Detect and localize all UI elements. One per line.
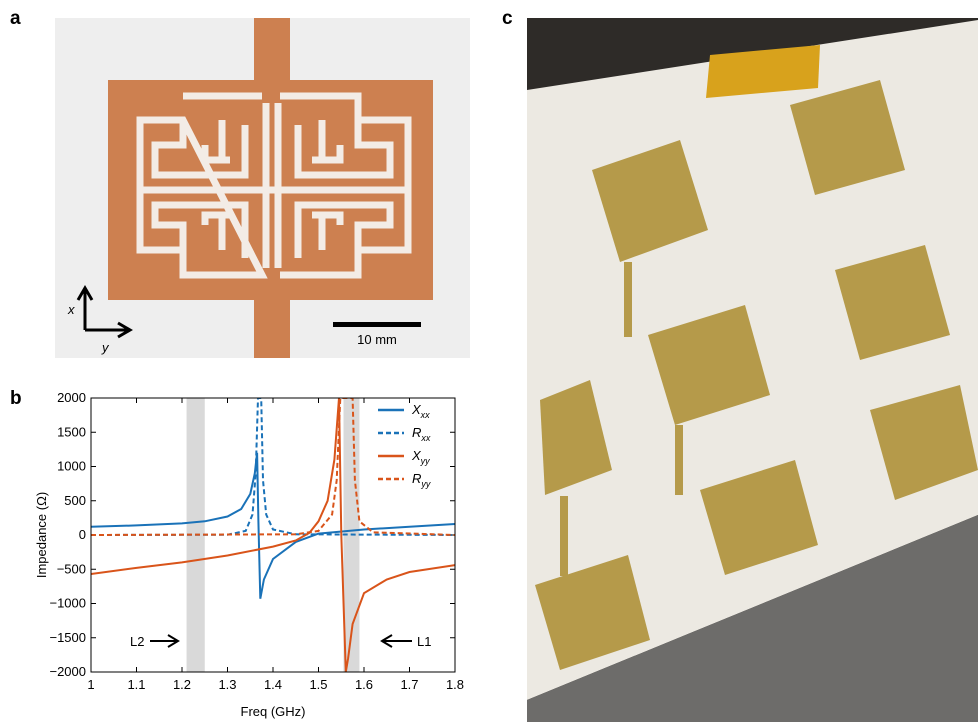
panel-label: c (502, 8, 513, 29)
scale-bar-label: 10 mm (357, 332, 397, 347)
y-tick-label: −2000 (49, 664, 86, 679)
figure: a b c x y 10 mm Impedance (Ω) Freq (GHz)… (0, 0, 978, 722)
x-tick-label: 1.4 (264, 677, 282, 692)
x-tick-label: 1 (87, 677, 94, 692)
y-tick-label: −500 (57, 561, 86, 576)
y-tick-label: −1000 (49, 596, 86, 611)
x-tick-label: 1.2 (173, 677, 191, 692)
annotation: L1 (417, 634, 431, 649)
y-tick-label: 0 (79, 527, 86, 542)
legend-subscript: xx (420, 433, 431, 443)
line (91, 398, 455, 535)
antenna-drawing (55, 18, 470, 358)
legend-label: Xyy (411, 448, 430, 466)
x-tick-label: 1.7 (400, 677, 418, 692)
x-tick-label: 1.1 (127, 677, 145, 692)
x-tick-label: 1.8 (446, 677, 464, 692)
x-tick-label: 1.3 (218, 677, 236, 692)
photo (527, 18, 978, 722)
y-tick-label: 500 (64, 493, 86, 508)
x-tick-label: 1.6 (355, 677, 373, 692)
x-axis-label: Freq (GHz) (241, 704, 306, 719)
legend-subscript: yy (420, 479, 431, 489)
y-axis-label: Impedance (Ω) (34, 492, 49, 578)
legend-subscript: xx (420, 410, 431, 420)
y-tick-label: 1000 (57, 459, 86, 474)
arrow (382, 635, 412, 647)
x-tick-label: 1.5 (309, 677, 327, 692)
y-tick-label: −1500 (49, 630, 86, 645)
y-tick-label: 1500 (57, 424, 86, 439)
legend-name: R (412, 471, 421, 486)
legend-name: R (412, 425, 421, 440)
panel-label: b (10, 388, 22, 409)
legend-subscript: yy (420, 456, 431, 466)
axis-label: x (67, 302, 75, 317)
series-group (91, 398, 455, 672)
legend-label: Ryy (412, 471, 431, 489)
line (91, 453, 455, 599)
annotation: L2 (130, 634, 144, 649)
legend-label: Xxx (411, 402, 430, 420)
arrow (150, 635, 178, 647)
y-tick-label: 2000 (57, 390, 86, 405)
panel-label: a (10, 8, 21, 29)
line (91, 398, 455, 535)
legend-label: Rxx (412, 425, 431, 443)
